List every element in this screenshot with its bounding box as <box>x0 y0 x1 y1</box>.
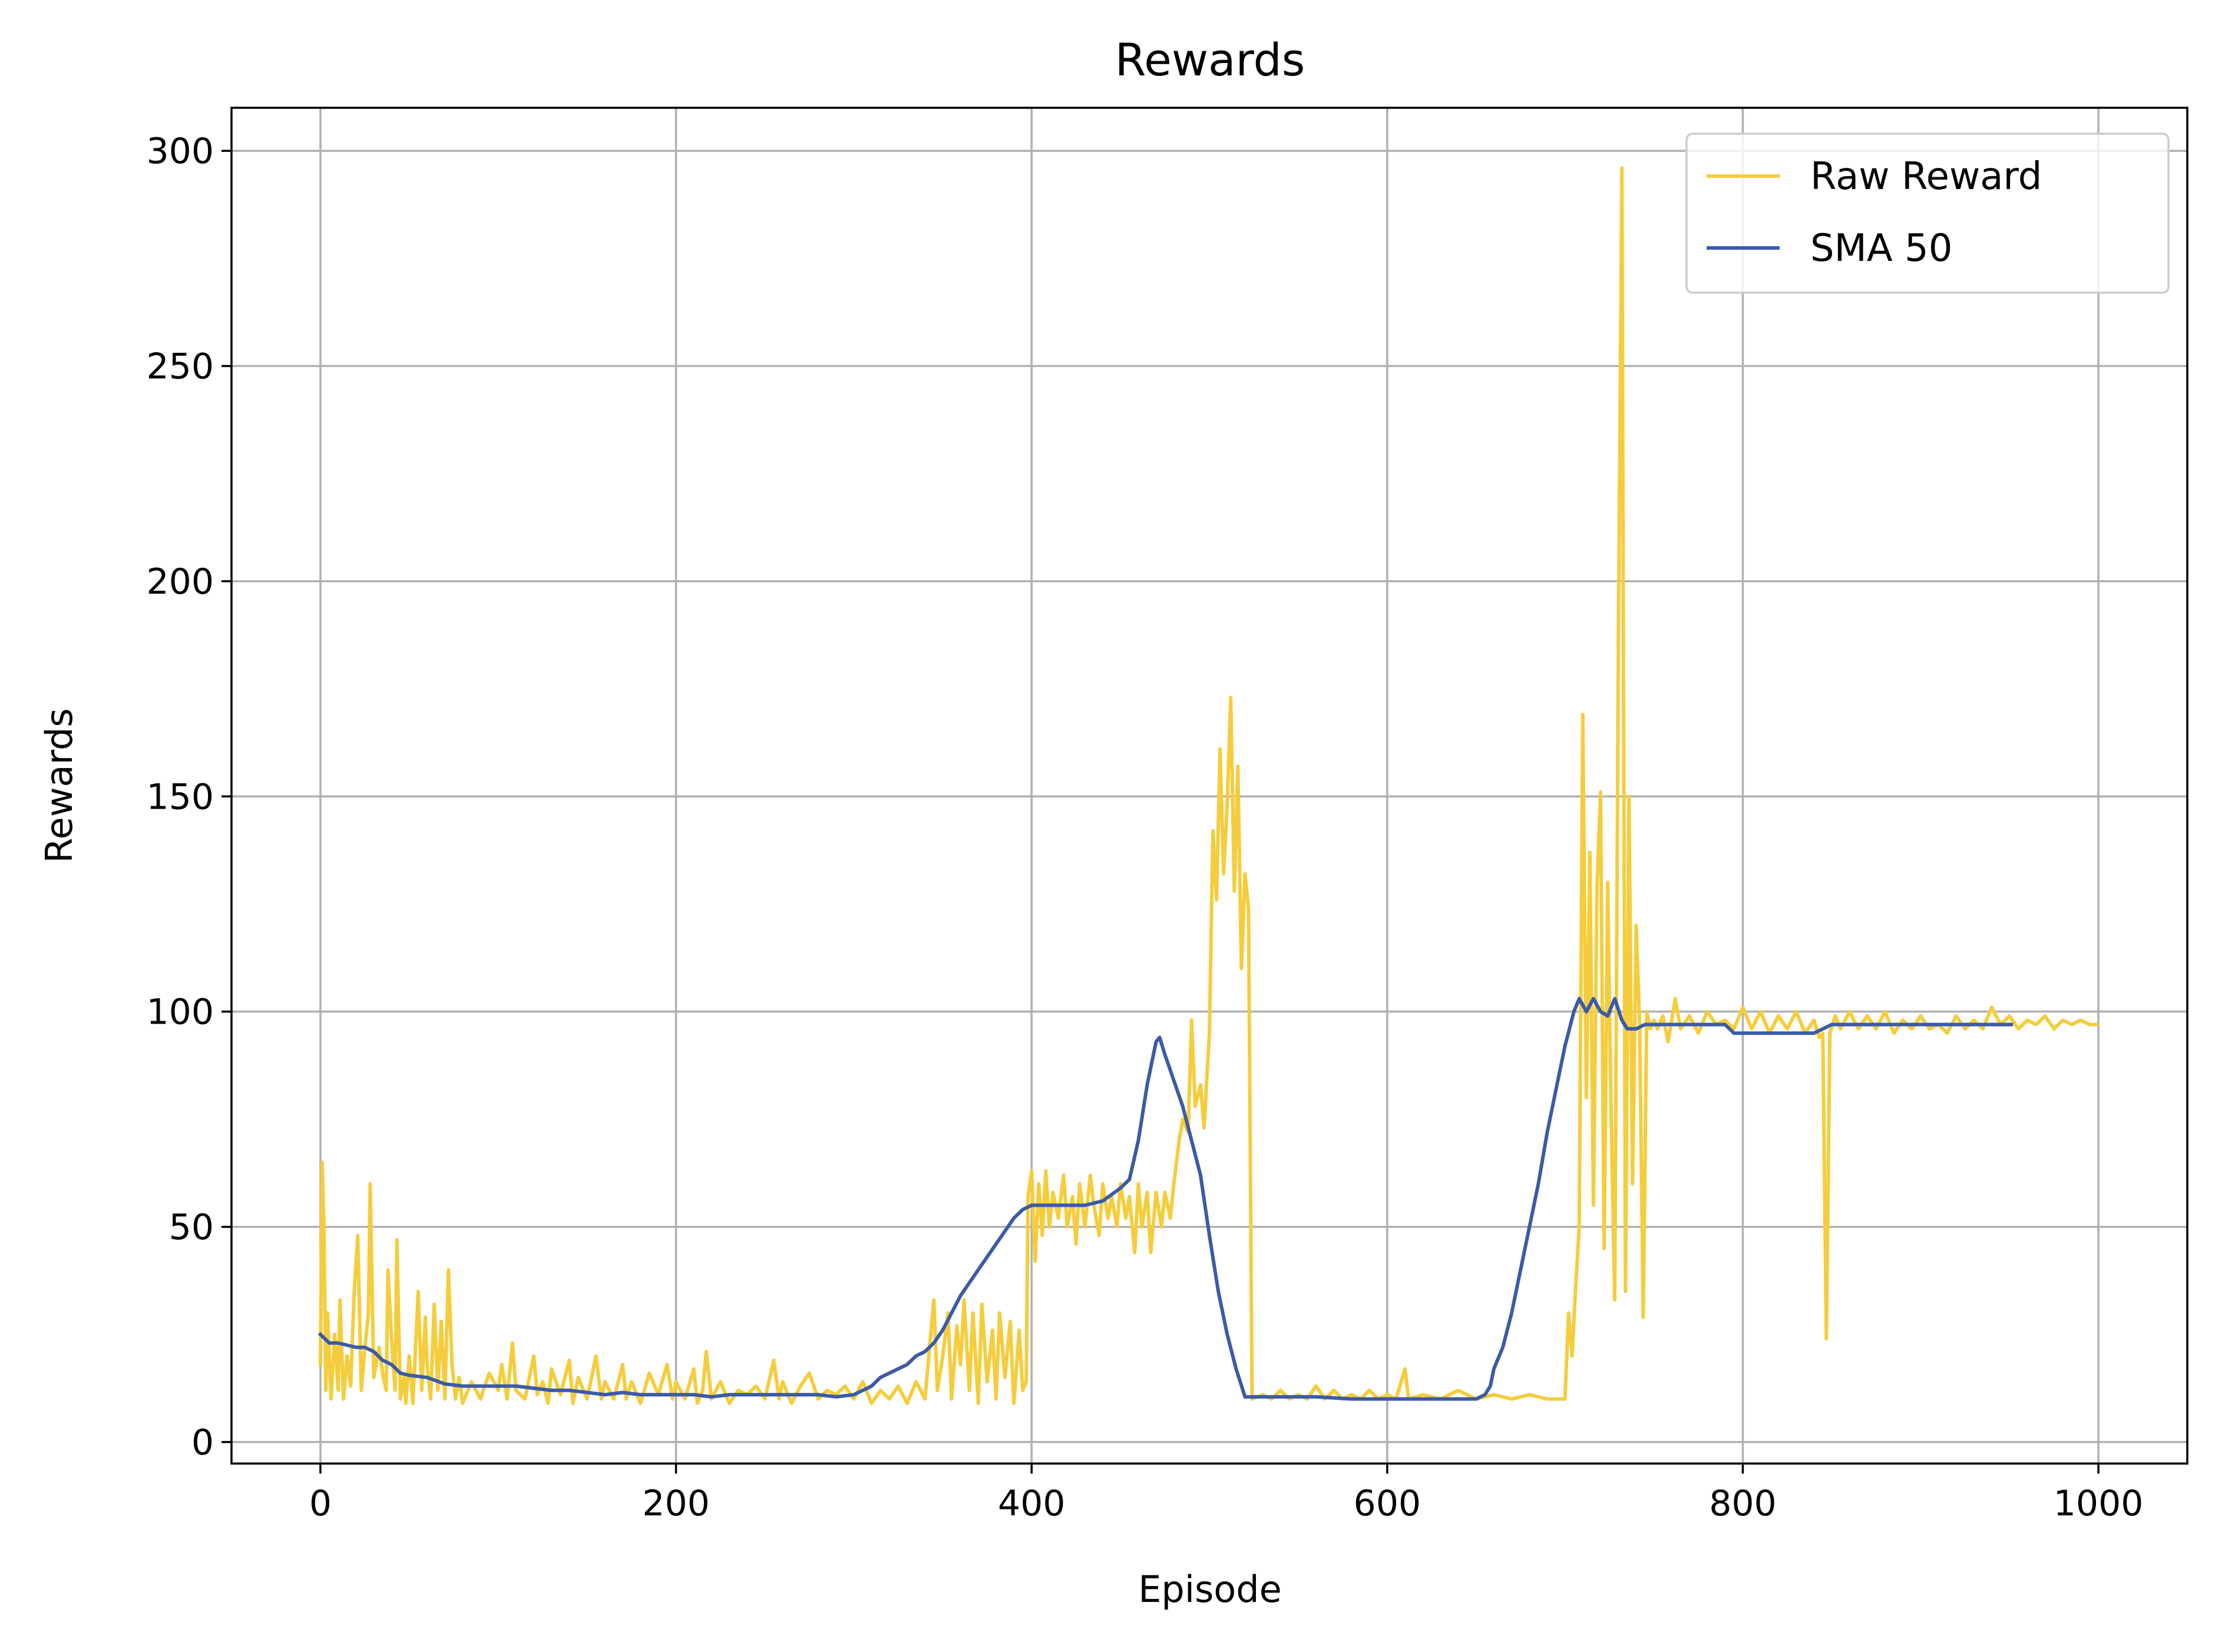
series-line-sma-50 <box>318 997 2014 1401</box>
plot-frame <box>230 107 2188 1465</box>
y-axis-label: Rewards <box>38 708 81 863</box>
x-tick-label: 600 <box>1354 1483 1421 1524</box>
y-axis: 0 50 100 150 200 250 300 <box>146 131 232 1463</box>
x-tick-label: 1000 <box>2054 1483 2144 1524</box>
y-tick-label: 300 <box>146 131 214 172</box>
legend-label: SMA 50 <box>1810 227 1952 270</box>
legend-box <box>1685 133 2170 294</box>
y-tick-label: 100 <box>146 992 214 1033</box>
x-axis: 0 200 400 600 800 1000 <box>309 1464 2144 1524</box>
x-tick-label: 400 <box>998 1483 1066 1524</box>
legend: Raw Reward SMA 50 <box>1685 133 2170 294</box>
y-tick-label: 50 <box>169 1207 214 1248</box>
y-tick-label: 200 <box>146 561 214 602</box>
chart-title: Rewards <box>1115 34 1305 86</box>
x-axis-label: Episode <box>1138 1568 1282 1611</box>
x-tick-label: 200 <box>642 1483 710 1524</box>
y-tick-label: 250 <box>146 346 214 387</box>
grid <box>232 108 2187 1464</box>
series-group <box>318 166 2099 1405</box>
y-tick-label: 0 <box>191 1422 214 1463</box>
x-tick-label: 800 <box>1709 1483 1777 1524</box>
legend-label: Raw Reward <box>1810 155 2042 198</box>
y-tick-label: 150 <box>146 776 214 817</box>
x-tick-label: 0 <box>309 1483 332 1524</box>
